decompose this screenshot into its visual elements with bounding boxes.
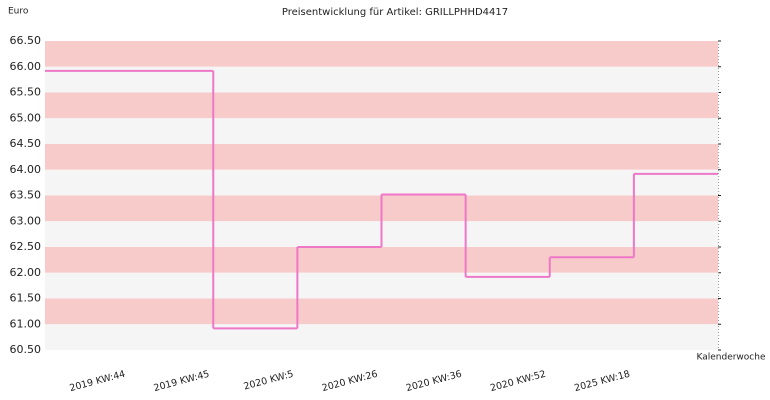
grid-band xyxy=(45,247,718,273)
grid-band xyxy=(45,324,718,350)
x-axis-label: Kalenderwoche xyxy=(696,353,765,363)
grid-band xyxy=(45,272,718,299)
y-tick-label: 65.00 xyxy=(10,111,42,124)
x-tick-label: 2019 KW:45 xyxy=(153,369,211,394)
grid-band xyxy=(45,169,718,196)
x-tick-label: 2020 KW:52 xyxy=(489,369,547,394)
y-tick-label: 63.00 xyxy=(10,214,42,227)
grid-band xyxy=(45,144,718,170)
y-tick-label: 60.50 xyxy=(10,343,42,356)
grid-band xyxy=(45,41,718,67)
chart-title: Preisentwicklung für Artikel: GRILLPHHD4… xyxy=(282,7,508,18)
y-tick-label: 65.50 xyxy=(10,86,42,99)
y-axis-label: Euro xyxy=(8,7,29,17)
x-tick-label: 2020 KW:26 xyxy=(321,369,379,394)
x-tick-label: 2025 KW:18 xyxy=(573,369,631,394)
y-tick-label: 66.00 xyxy=(10,60,42,73)
grid-band xyxy=(45,118,718,144)
grid-band xyxy=(45,298,718,325)
y-tick-label: 66.50 xyxy=(10,34,42,47)
y-tick-label: 63.50 xyxy=(10,189,42,202)
y-tick-label: 64.50 xyxy=(10,137,42,150)
grid-band xyxy=(45,92,718,119)
y-tick-label: 62.50 xyxy=(10,240,42,253)
y-tick-label: 62.00 xyxy=(10,266,42,279)
y-tick-label: 64.00 xyxy=(10,163,42,176)
x-tick-label: 2019 KW:44 xyxy=(68,369,126,394)
y-tick-label: 61.50 xyxy=(10,292,42,305)
y-tick-label: 61.00 xyxy=(10,317,42,330)
x-tick-label: 2020 KW:5 xyxy=(243,369,295,393)
x-tick-label: 2020 KW:36 xyxy=(405,369,463,394)
